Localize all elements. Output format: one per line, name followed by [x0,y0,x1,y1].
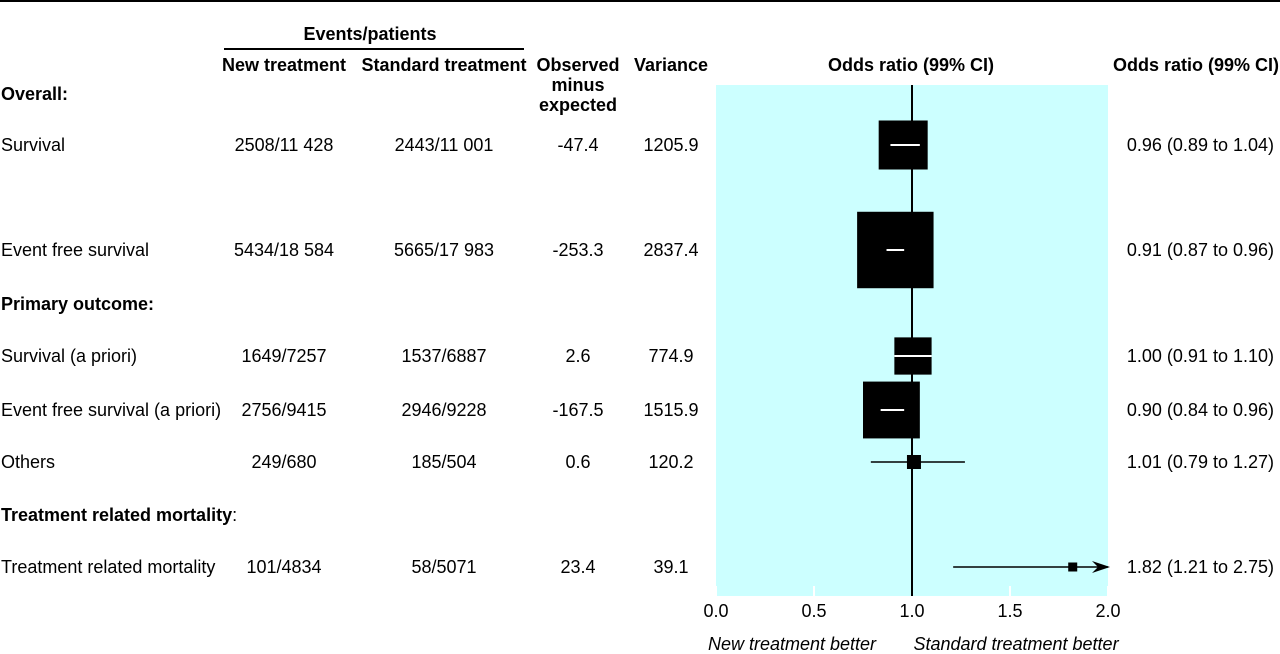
section-label: Overall: [1,84,69,104]
row-label: Others [1,452,56,472]
section-label-suffix: : [232,505,238,525]
row-new-treatment: 249/680 [251,452,317,472]
header-new-treatment: New treatment [221,55,347,75]
row-variance: 1515.9 [643,400,699,420]
x-tick-label-2: 1.0 [899,601,924,621]
or-box [1068,562,1078,572]
row-label: Event free survival [1,240,150,260]
header-variance: Variance [633,55,709,75]
row-observed-minus-expected: -47.4 [557,135,599,155]
events-header-rule [224,48,524,50]
header-ome-line-3: expected [538,95,618,115]
row-variance: 1205.9 [643,135,699,155]
header-standard-treatment: Standard treatment [361,55,527,75]
x-tick-label-1: 0.5 [801,601,826,621]
plot-title: Odds ratio (99% CI) [827,55,995,75]
footer-new-treatment-better: New treatment better [707,634,877,654]
row-label: Survival (a priori) [1,346,138,366]
row-standard-treatment: 2946/9228 [401,400,487,420]
x-tick-label-4: 2.0 [1095,601,1120,621]
row-variance: 39.1 [653,557,689,577]
ci-arrow [1092,561,1110,573]
row-variance: 774.9 [648,346,694,366]
row-new-treatment: 2756/9415 [241,400,327,420]
row-odds-ratio: 1.82 (1.21 to 2.75) [1126,557,1274,577]
header-ome-line-2: minus [551,75,605,95]
row-variance: 2837.4 [643,240,699,260]
row-observed-minus-expected: 0.6 [565,452,591,472]
section-label: Treatment related mortality: [1,505,238,525]
row-label: Survival [1,135,66,155]
row-observed-minus-expected: 2.6 [565,346,591,366]
or-box [906,455,921,469]
row-odds-ratio: 0.90 (0.84 to 0.96) [1126,400,1274,420]
row-odds-ratio: 0.96 (0.89 to 1.04) [1126,135,1274,155]
row-new-treatment: 5434/18 584 [233,240,335,260]
row-new-treatment: 101/4834 [246,557,322,577]
row-observed-minus-expected: 23.4 [560,557,596,577]
header-events-patients: Events/patients [303,24,437,44]
row-label: Treatment related mortality [1,557,216,577]
top-rule [0,0,1280,2]
row-label: Event free survival (a priori) [1,400,222,420]
row-new-treatment: 2508/11 428 [234,135,334,155]
row-standard-treatment: 1537/6887 [401,346,487,366]
row-odds-ratio: 0.91 (0.87 to 0.96) [1126,240,1274,260]
header-observed-minus-expected: Observed minus expected [536,55,619,115]
header-odds-ratio-column: Odds ratio (99% CI) [1112,55,1279,75]
row-odds-ratio: 1.01 (0.79 to 1.27) [1126,452,1274,472]
x-tick-label-3: 1.5 [997,601,1022,621]
row-standard-treatment: 58/5071 [411,557,477,577]
row-observed-minus-expected: -167.5 [552,400,604,420]
row-observed-minus-expected: -253.3 [552,240,604,260]
row-new-treatment: 1649/7257 [241,346,327,366]
row-standard-treatment: 185/504 [411,452,477,472]
row-variance: 120.2 [648,452,694,472]
footer-standard-treatment-better: Standard treatment better [913,634,1119,654]
row-standard-treatment: 5665/17 983 [393,240,495,260]
row-standard-treatment: 2443/11 001 [394,135,494,155]
x-tick-label-0: 0.0 [703,601,728,621]
header-ome-line-1: Observed [536,55,620,75]
row-odds-ratio: 1.00 (0.91 to 1.10) [1126,346,1274,366]
section-label: Primary outcome: [1,294,155,314]
